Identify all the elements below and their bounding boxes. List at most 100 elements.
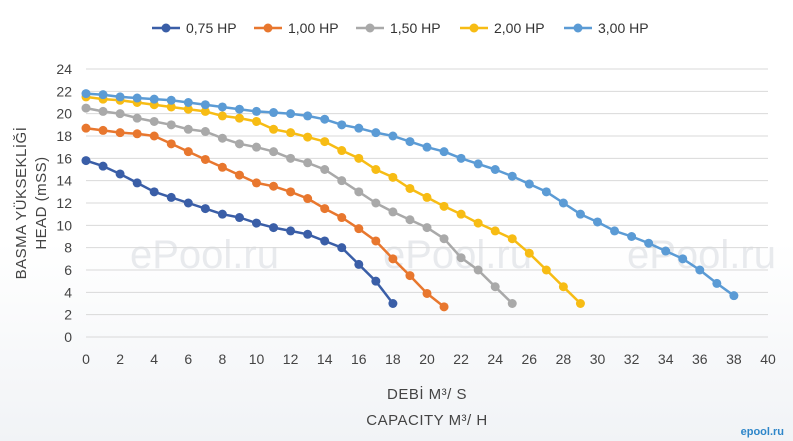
data-point (303, 111, 313, 121)
data-point (320, 236, 330, 246)
data-point (115, 109, 125, 119)
data-point (166, 139, 176, 149)
data-point (286, 128, 296, 138)
data-point (422, 192, 432, 202)
corner-logo: epool.ru (741, 426, 784, 438)
y-axis-title: BASMA YÜKSEKLİĞİ (12, 127, 30, 280)
data-point (183, 147, 193, 157)
data-point (473, 218, 483, 228)
data-point (695, 265, 705, 275)
x-tick-label: 24 (487, 351, 503, 367)
data-point (507, 171, 517, 181)
x-tick-label: 8 (219, 351, 227, 367)
data-point (98, 90, 108, 100)
data-point (234, 139, 244, 149)
data-point (269, 147, 279, 157)
legend-marker (365, 23, 375, 33)
data-point (200, 106, 210, 116)
data-point (132, 93, 142, 103)
data-point (456, 153, 466, 163)
y-tick-label: 16 (56, 150, 72, 166)
data-point (439, 147, 449, 157)
legend-label: 2,00 HP (494, 20, 545, 36)
data-point (98, 161, 108, 171)
data-point (439, 201, 449, 211)
data-point (217, 209, 227, 219)
y-tick-label: 10 (56, 217, 72, 233)
data-point (234, 104, 244, 114)
y-tick-label: 8 (64, 240, 72, 256)
data-point (473, 265, 483, 275)
legend-label: 0,75 HP (186, 20, 237, 36)
x-tick-label: 20 (419, 351, 435, 367)
y-tick-label: 4 (64, 284, 72, 300)
data-point (371, 276, 381, 286)
data-point (507, 299, 517, 308)
data-point (507, 234, 517, 244)
data-point (320, 137, 330, 147)
data-point (81, 156, 91, 166)
data-point (200, 154, 210, 164)
data-point (354, 187, 364, 197)
x-tick-label: 32 (624, 351, 640, 367)
data-point (456, 253, 466, 263)
data-point (217, 162, 227, 172)
x-tick-label: 12 (283, 351, 299, 367)
data-point (269, 223, 279, 233)
data-point (98, 125, 108, 135)
data-point (337, 120, 347, 130)
data-point (661, 246, 671, 256)
data-point (200, 204, 210, 214)
data-point (149, 187, 159, 197)
series-layer (81, 89, 739, 312)
data-point (354, 153, 364, 163)
data-point (405, 271, 415, 281)
data-point (388, 131, 398, 141)
data-point (541, 265, 551, 275)
legend-marker (161, 23, 171, 33)
data-point (422, 288, 432, 298)
x-axis-title: DEBİ M³/ S (387, 385, 467, 403)
x-tick-label: 34 (658, 351, 674, 367)
data-point (252, 106, 261, 116)
data-point (200, 127, 210, 137)
data-point (252, 116, 261, 126)
data-point (371, 236, 381, 246)
data-point (678, 254, 688, 264)
x-tick-label: 38 (726, 351, 742, 367)
data-point (490, 226, 500, 236)
x-tick-label: 30 (590, 351, 606, 367)
data-point (439, 234, 449, 244)
legend-label: 1,00 HP (288, 20, 339, 36)
y-tick-label: 0 (64, 329, 72, 345)
data-point (524, 179, 534, 189)
data-point (217, 102, 227, 112)
data-point (115, 92, 125, 102)
data-point (81, 123, 91, 133)
data-point (558, 198, 568, 208)
data-point (286, 109, 296, 119)
data-point (388, 299, 398, 308)
data-point (388, 172, 398, 182)
x-tick-label: 18 (385, 351, 401, 367)
data-point (422, 223, 432, 233)
x-tick-label: 4 (150, 351, 158, 367)
legend-marker (263, 23, 273, 33)
data-point (269, 124, 279, 134)
y-tick-label: 12 (56, 195, 72, 211)
legend-label: 1,50 HP (390, 20, 441, 36)
data-point (183, 198, 193, 208)
data-point (269, 181, 279, 191)
data-point (217, 133, 227, 143)
data-point (234, 170, 244, 180)
data-point (252, 178, 261, 188)
data-point (115, 169, 125, 179)
data-point (183, 98, 193, 107)
data-point (729, 291, 739, 301)
data-point (456, 209, 466, 219)
data-point (252, 218, 261, 228)
data-point (405, 215, 415, 225)
data-point (132, 129, 142, 139)
x-tick-label: 22 (453, 351, 469, 367)
